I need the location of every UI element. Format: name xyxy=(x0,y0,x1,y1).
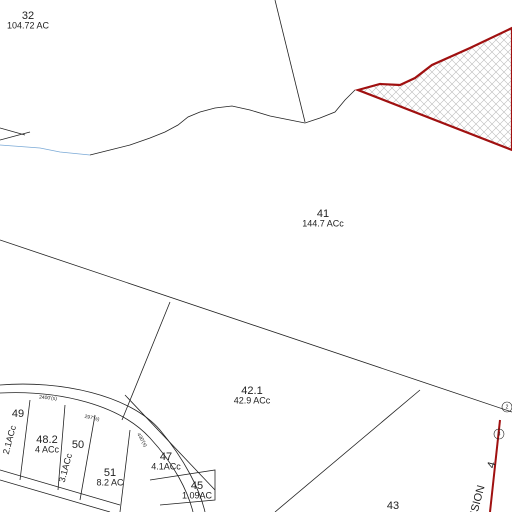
creek xyxy=(0,144,91,156)
parcel-area: 4.1ACc xyxy=(151,461,181,471)
boundary xyxy=(274,389,421,513)
boundary xyxy=(89,89,356,156)
lot-id: 49 xyxy=(12,408,24,420)
parcel-id: 41 xyxy=(317,208,329,220)
road-label: 2400'(s) xyxy=(39,395,58,403)
parcel-area: 4 ACc xyxy=(35,444,60,454)
lot-line xyxy=(149,469,216,506)
circle xyxy=(493,428,505,440)
parcel-area: 104.72 AC xyxy=(7,20,50,30)
parcel-id: 42.1 xyxy=(241,385,262,397)
parcel-id: 47 xyxy=(160,451,172,463)
boundary xyxy=(274,0,306,123)
parcel-id: 32 xyxy=(22,10,34,22)
parcel-id: 48.2 xyxy=(36,434,57,446)
lot-id: 50 xyxy=(72,439,84,451)
circled-number: 2 xyxy=(506,404,509,410)
parcel-area: 8.2 AC xyxy=(96,477,124,487)
parcel-area: 144.7 ACc xyxy=(302,218,344,228)
road-label: 297'(s) xyxy=(84,414,100,423)
road xyxy=(0,469,121,513)
parcel-id: 45 xyxy=(191,480,203,492)
parcel-id: 43 xyxy=(387,500,399,512)
circled-number: 3 xyxy=(498,431,501,437)
parcel-id: 51 xyxy=(104,467,116,479)
lot-line xyxy=(19,399,131,513)
highlighted-boundary xyxy=(489,419,501,513)
circle xyxy=(501,401,512,413)
road xyxy=(0,392,194,513)
parcel-area: 1.09AC xyxy=(182,490,213,500)
road xyxy=(0,383,206,513)
highlighted-parcel xyxy=(354,26,512,152)
boundary xyxy=(0,127,31,141)
parcel-area: 42.9 ACc xyxy=(234,395,271,405)
subdivision-number: 4 xyxy=(485,460,498,469)
boundary xyxy=(0,239,512,413)
